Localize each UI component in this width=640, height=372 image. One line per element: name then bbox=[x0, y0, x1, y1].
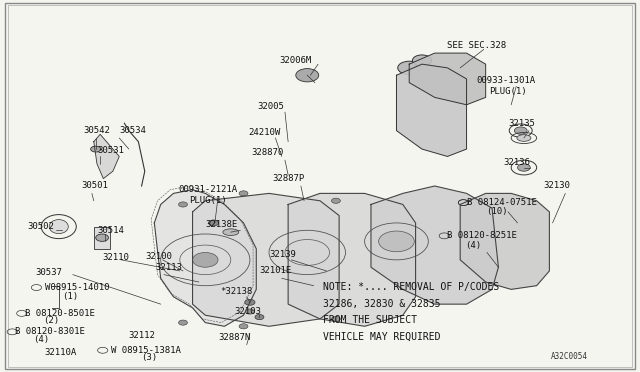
Text: 30537: 30537 bbox=[35, 268, 62, 277]
Polygon shape bbox=[154, 190, 256, 326]
Circle shape bbox=[96, 234, 108, 241]
Text: SEE SEC.328: SEE SEC.328 bbox=[447, 41, 507, 50]
Text: 32138E: 32138E bbox=[205, 220, 237, 229]
Text: 32110A: 32110A bbox=[45, 348, 77, 357]
Text: 32103: 32103 bbox=[235, 307, 262, 316]
Text: 32005: 32005 bbox=[257, 102, 284, 111]
Ellipse shape bbox=[517, 135, 531, 141]
Text: W08915-14010: W08915-14010 bbox=[45, 283, 109, 292]
Text: 30514: 30514 bbox=[97, 226, 124, 235]
Circle shape bbox=[332, 316, 340, 321]
Text: 32112: 32112 bbox=[129, 331, 156, 340]
Text: 30542: 30542 bbox=[83, 126, 110, 135]
Text: A32C0054: A32C0054 bbox=[550, 352, 588, 361]
Text: 30501: 30501 bbox=[81, 182, 108, 190]
Circle shape bbox=[209, 220, 219, 226]
Polygon shape bbox=[288, 193, 415, 326]
Circle shape bbox=[397, 61, 420, 74]
Polygon shape bbox=[409, 53, 486, 105]
Circle shape bbox=[255, 314, 264, 320]
Text: 32887N: 32887N bbox=[218, 333, 250, 342]
Text: B 08120-8301E: B 08120-8301E bbox=[15, 327, 85, 336]
Text: 32139: 32139 bbox=[269, 250, 296, 259]
Polygon shape bbox=[371, 186, 499, 304]
Text: 30534: 30534 bbox=[119, 126, 146, 135]
Text: 32130: 32130 bbox=[543, 182, 570, 190]
Circle shape bbox=[379, 231, 414, 252]
Text: (4): (4) bbox=[465, 241, 481, 250]
Polygon shape bbox=[460, 193, 549, 289]
Text: 32136: 32136 bbox=[503, 157, 530, 167]
Text: 30502: 30502 bbox=[27, 222, 54, 231]
Circle shape bbox=[332, 198, 340, 203]
Ellipse shape bbox=[223, 229, 239, 235]
Circle shape bbox=[245, 299, 255, 305]
Circle shape bbox=[515, 127, 527, 134]
Circle shape bbox=[239, 324, 248, 329]
Text: FROM THE SUBJECT: FROM THE SUBJECT bbox=[323, 315, 417, 325]
Text: 24210W: 24210W bbox=[248, 128, 281, 137]
Text: B 08124-0751E: B 08124-0751E bbox=[467, 198, 536, 207]
Text: (10): (10) bbox=[486, 207, 507, 217]
Circle shape bbox=[518, 164, 531, 171]
Text: (4): (4) bbox=[33, 335, 49, 344]
Text: 32006M: 32006M bbox=[280, 56, 312, 65]
Circle shape bbox=[296, 68, 319, 82]
Circle shape bbox=[412, 55, 431, 66]
Text: B 08120-8251E: B 08120-8251E bbox=[447, 231, 517, 240]
Circle shape bbox=[193, 253, 218, 267]
Circle shape bbox=[246, 309, 254, 314]
Text: *32138: *32138 bbox=[220, 287, 252, 296]
Text: 32887P: 32887P bbox=[272, 174, 305, 183]
Text: 32100: 32100 bbox=[145, 251, 172, 261]
Polygon shape bbox=[94, 134, 119, 179]
Text: (2): (2) bbox=[43, 316, 59, 325]
Text: 32113: 32113 bbox=[156, 263, 182, 272]
Text: (3): (3) bbox=[141, 353, 157, 362]
Text: 328870: 328870 bbox=[252, 148, 284, 157]
Polygon shape bbox=[396, 64, 467, 157]
Text: 32135: 32135 bbox=[508, 119, 535, 128]
Text: NOTE: *.... REMOVAL OF P/CODES: NOTE: *.... REMOVAL OF P/CODES bbox=[323, 282, 499, 292]
Text: PLUG(1): PLUG(1) bbox=[489, 87, 527, 96]
Text: 00933-1301A: 00933-1301A bbox=[476, 76, 535, 85]
Text: 00931-2121A: 00931-2121A bbox=[178, 185, 237, 194]
Ellipse shape bbox=[49, 219, 68, 234]
Circle shape bbox=[239, 191, 248, 196]
Polygon shape bbox=[193, 193, 339, 326]
Text: B 08120-8501E: B 08120-8501E bbox=[25, 309, 95, 318]
Text: 32186, 32830 & 32835: 32186, 32830 & 32835 bbox=[323, 299, 441, 309]
Text: 32110: 32110 bbox=[102, 253, 129, 263]
Text: PLUG(1): PLUG(1) bbox=[189, 196, 227, 205]
FancyBboxPatch shape bbox=[4, 3, 636, 369]
Text: VEHICLE MAY REQUIRED: VEHICLE MAY REQUIRED bbox=[323, 332, 441, 342]
Circle shape bbox=[91, 146, 100, 152]
Text: 32101E: 32101E bbox=[259, 266, 292, 275]
Circle shape bbox=[179, 202, 188, 207]
FancyBboxPatch shape bbox=[94, 227, 109, 249]
Text: 30531: 30531 bbox=[97, 147, 124, 155]
Text: W 08915-1381A: W 08915-1381A bbox=[111, 346, 181, 355]
Text: (1): (1) bbox=[62, 292, 78, 301]
Circle shape bbox=[179, 320, 188, 325]
